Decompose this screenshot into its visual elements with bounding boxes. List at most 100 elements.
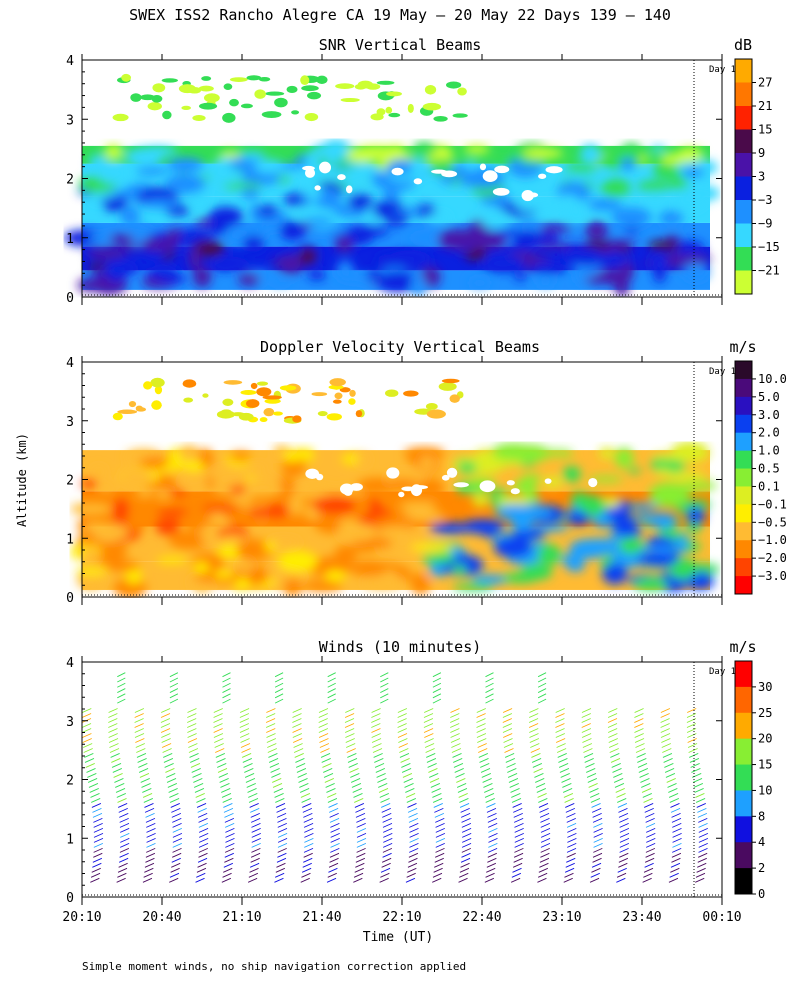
wind-barb <box>434 812 445 818</box>
wind-barb <box>134 723 144 728</box>
wind-barb <box>381 807 391 813</box>
wind-barb <box>214 738 224 743</box>
wind-barb <box>354 798 364 803</box>
wind-barb <box>188 743 198 748</box>
upper-echo <box>162 110 172 120</box>
wind-barb <box>459 798 469 803</box>
field-cell <box>472 493 489 507</box>
wind-barb <box>300 793 311 798</box>
wind-barb <box>539 812 550 818</box>
field-cell <box>681 499 711 510</box>
wind-barb <box>613 773 623 778</box>
wind-barb <box>460 807 470 813</box>
colorbar-swatch <box>735 378 752 398</box>
wind-barb <box>330 837 340 843</box>
wind-barb <box>512 867 522 873</box>
field-cell <box>668 212 684 223</box>
upper-echo <box>112 412 123 421</box>
upper-echo <box>250 382 258 390</box>
upper-echo <box>223 83 233 91</box>
wind-barb <box>397 728 407 733</box>
wind-barb-upper <box>274 682 284 688</box>
wind-barb <box>593 832 603 838</box>
upper-echo <box>388 112 401 118</box>
field-cell <box>600 178 631 197</box>
wind-barb <box>664 763 674 768</box>
wind-barb <box>277 817 287 823</box>
data-gap <box>479 163 487 171</box>
field-cell <box>653 165 682 180</box>
wind-barb <box>242 758 252 763</box>
upper-echo <box>385 389 399 397</box>
colorbar-tick-label: −0.1 <box>758 497 787 511</box>
wind-barb <box>323 768 333 773</box>
field-cell <box>602 563 628 585</box>
wind-barb <box>292 718 302 723</box>
field-cell <box>279 220 306 241</box>
upper-echo <box>222 112 236 123</box>
wind-barb <box>484 877 495 883</box>
upper-echo <box>291 110 300 115</box>
wind-barb <box>188 748 199 753</box>
wind-barb <box>697 812 708 818</box>
wind-barb <box>187 738 198 743</box>
wind-barb <box>409 827 419 833</box>
wind-barb <box>435 817 445 823</box>
wind-barb <box>407 867 417 873</box>
wind-barb <box>435 842 445 848</box>
field-cell <box>156 509 191 516</box>
field-cell <box>686 571 715 591</box>
wind-barb <box>511 798 522 803</box>
field-cell <box>417 477 445 499</box>
field-cell <box>230 452 252 462</box>
wind-barb <box>240 743 251 748</box>
wind-barb <box>163 758 174 763</box>
wind-barb <box>485 872 495 878</box>
field-cell <box>200 525 214 544</box>
wind-barb <box>476 718 486 723</box>
wind-barb <box>380 798 390 803</box>
wind-barb <box>330 827 340 833</box>
wind-barb <box>118 807 128 813</box>
wind-barb <box>435 852 445 858</box>
upper-echo <box>150 377 165 388</box>
wind-barb <box>538 798 548 803</box>
upper-echo <box>426 409 446 419</box>
wind-barb <box>195 877 205 883</box>
wind-barb <box>486 807 497 813</box>
wind-barb <box>476 708 486 713</box>
wind-barb <box>371 738 382 743</box>
wind-barb <box>248 798 259 803</box>
wind-barb-upper <box>537 693 547 699</box>
wind-barb <box>455 773 465 778</box>
field-cell <box>70 502 113 515</box>
wind-barb <box>250 857 260 863</box>
wind-barb <box>619 817 629 823</box>
colorbar-swatch <box>735 432 752 452</box>
wind-barb <box>537 872 548 878</box>
wind-barb <box>119 817 129 823</box>
wind-barb-upper <box>169 693 179 699</box>
wind-barb <box>274 793 284 798</box>
wind-barb <box>555 723 565 728</box>
field-cell <box>488 459 526 466</box>
wind-barb-upper <box>432 688 442 693</box>
wind-barb <box>645 852 655 858</box>
wind-barb <box>426 758 437 763</box>
panel-title: SNR Vertical Beams <box>319 36 482 54</box>
wind-barb <box>487 852 497 858</box>
wind-barb <box>660 723 670 728</box>
data-gap <box>545 166 563 174</box>
wind-barb <box>435 822 445 828</box>
wind-barb <box>642 793 652 798</box>
wind-barb <box>377 778 387 783</box>
wind-barb <box>567 837 577 843</box>
wind-barb <box>303 857 313 863</box>
wind-barb <box>85 763 95 768</box>
wind-barb <box>488 822 498 828</box>
wind-barb <box>435 827 445 833</box>
wind-barb <box>356 817 366 823</box>
wind-barb <box>581 713 591 718</box>
wind-barb <box>187 718 197 723</box>
wind-barb <box>146 842 156 848</box>
